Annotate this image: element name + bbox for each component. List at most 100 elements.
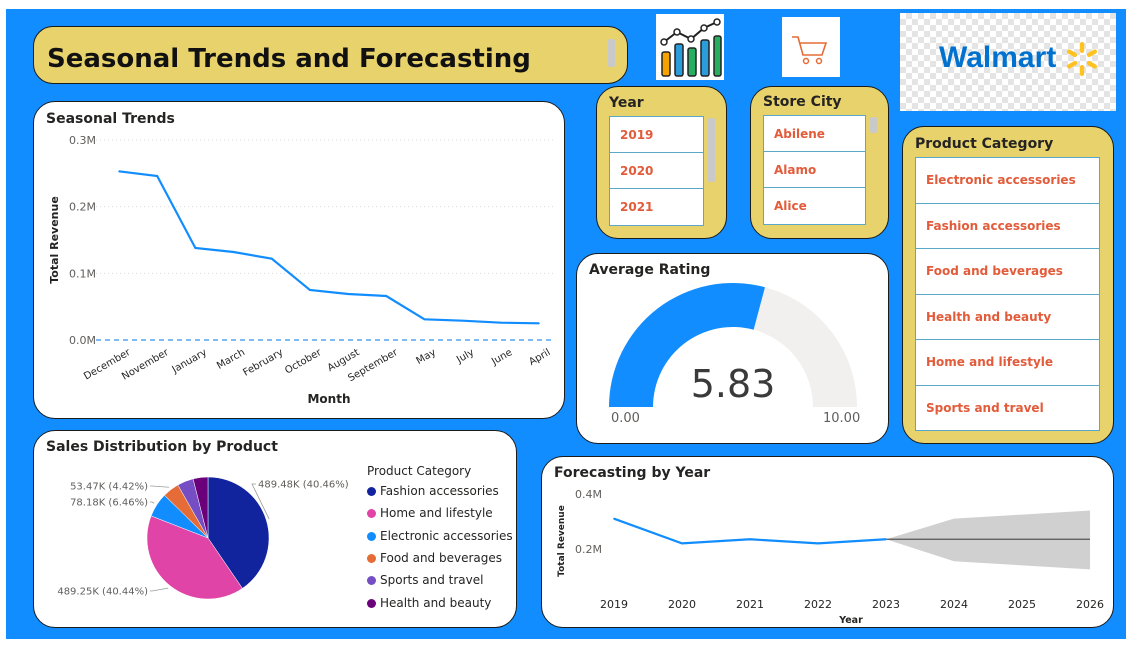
gauge-value: 5.83 [691, 362, 776, 406]
data-point [423, 318, 426, 321]
category-slicer-tile: Product Category Electronic accessories … [902, 126, 1114, 444]
pie-legend-item[interactable]: Sports and travel [367, 573, 483, 587]
pie-leader-line [251, 483, 270, 520]
y-axis-title: Total Revenue [557, 505, 567, 577]
pie-slice [192, 476, 209, 539]
sales-distribution-title: Sales Distribution by Product [46, 439, 278, 455]
data-point [500, 321, 502, 324]
category-slicer-item[interactable]: Fashion accessories [916, 204, 1099, 249]
pie-legend-item[interactable]: Health and beauty [367, 596, 491, 610]
year-slicer-title: Year [609, 95, 644, 111]
average-rating-gauge: 5.83 [609, 283, 857, 407]
legend-label: Electronic accessories [380, 528, 513, 543]
pie-legend-item[interactable]: Food and beverages [367, 551, 502, 565]
pie-legend-item[interactable]: Home and lifestyle [367, 506, 493, 520]
pie-data-label: 489.25K (40.44%) [57, 587, 148, 598]
pie-leader-line [150, 485, 170, 488]
pie-legend-item[interactable]: Fashion accessories [367, 484, 499, 498]
shopping-cart-icon [782, 17, 840, 77]
data-point [749, 538, 751, 541]
pie-data-label: 489.48K (40.46%) [258, 480, 349, 491]
legend-label: Fashion accessories [380, 484, 499, 498]
gauge-max-label: 10.00 [823, 411, 861, 426]
category-slicer-item[interactable]: Food and beverages [916, 249, 1099, 295]
walmart-logo: Walmart [900, 13, 1116, 111]
data-point [885, 538, 887, 541]
category-slicer-item[interactable]: Home and lifestyle [916, 340, 1099, 386]
legend-label: Sports and travel [380, 573, 484, 588]
x-tick-label: 2021 [736, 598, 764, 611]
data-point [347, 293, 349, 295]
city-slicer-item[interactable]: Abilene [764, 116, 865, 152]
pie-legend-item[interactable]: Electronic accessories [367, 529, 513, 543]
average-rating-card: Average Rating 5.83 0.00 10.00 [576, 253, 889, 444]
data-point [232, 251, 235, 253]
x-tick-label: June [489, 347, 514, 368]
x-tick-label: 2019 [600, 598, 628, 611]
title-scrollbar[interactable] [608, 39, 615, 67]
pie-leader-line [150, 587, 169, 592]
year-slicer-item[interactable]: 2019 [610, 117, 703, 153]
legend-swatch [367, 509, 376, 519]
y-tick-label: 0.4M [575, 488, 602, 501]
page-title: Seasonal Trends and Forecasting [47, 44, 531, 74]
legend-swatch [367, 487, 376, 496]
pie-data-label: 78.18K (6.46%) [70, 498, 148, 509]
x-tick-label: 2026 [1076, 598, 1104, 611]
walmart-logo-text: Walmart [939, 41, 1057, 74]
city-slicer-tile: Store City Abilene Alamo Alice [750, 86, 889, 239]
category-slicer-item[interactable]: Health and beauty [916, 295, 1099, 340]
category-slicer-item[interactable]: Sports and travel [926, 400, 1044, 415]
legend-swatch [367, 576, 376, 586]
pie-slice [146, 515, 243, 600]
year-slicer-item[interactable]: 2021 [620, 200, 654, 214]
gauge-min-label: 0.00 [611, 411, 640, 426]
y-tick-label: 0.0M [69, 334, 96, 347]
y-tick-label: 0.2M [69, 201, 96, 214]
year-slicer-scrollbar[interactable] [708, 118, 715, 182]
city-slicer-scrollbar[interactable] [870, 117, 877, 133]
category-slicer-item[interactable]: Electronic accessories [916, 158, 1099, 204]
data-point [194, 247, 197, 249]
sales-distribution-card: Sales Distribution by Product 489.48K (4… [33, 430, 517, 628]
year-slicer-item[interactable]: 2020 [610, 153, 703, 189]
x-tick-label: April [527, 347, 552, 368]
legend-label: Home and lifestyle [380, 506, 493, 521]
data-point [538, 322, 540, 325]
legend-label: Food and beverages [380, 550, 503, 565]
category-slicer-title: Product Category [915, 136, 1054, 152]
city-slicer-item[interactable]: Alamo [764, 152, 865, 188]
legend-swatch [367, 553, 376, 563]
data-point [613, 517, 615, 520]
data-point [817, 542, 819, 545]
y-tick-label: 0.2M [575, 543, 602, 556]
gauge-fill [609, 283, 765, 407]
seasonal-trends-title: Seasonal Trends [46, 111, 175, 127]
y-tick-label: 0.3M [69, 134, 96, 147]
dashboard-canvas: Seasonal Trends and Forecasting Walmart [6, 9, 1126, 639]
average-rating-title: Average Rating [589, 262, 711, 278]
x-tick-label: 2025 [1008, 598, 1036, 611]
x-tick-label: May [415, 347, 438, 367]
pie-legend-title: Product Category [367, 464, 472, 478]
x-tick-label: January [170, 347, 209, 376]
x-tick-label: July [454, 347, 476, 366]
revenue-line [118, 170, 540, 325]
x-tick-label: October [283, 347, 324, 377]
data-point [309, 289, 311, 291]
legend-label: Health and beauty [380, 595, 492, 610]
data-point [270, 257, 273, 260]
pie-data-label: 53.47K (4.42%) [70, 482, 148, 493]
pie-leader-line [150, 501, 155, 504]
city-slicer-item[interactable]: Alice [774, 199, 807, 213]
y-axis-title: Total Revenue [48, 196, 61, 284]
walmart-spark-icon [1066, 42, 1098, 76]
data-point [118, 170, 120, 173]
legend-swatch [367, 598, 376, 608]
bar-chart-icon [656, 14, 724, 80]
data-point [156, 175, 158, 177]
x-tick-label: February [241, 347, 285, 379]
y-tick-label: 0.1M [69, 267, 96, 280]
category-slicer-list: Electronic accessories Fashion accessori… [915, 157, 1100, 431]
pie-slice [207, 476, 270, 589]
